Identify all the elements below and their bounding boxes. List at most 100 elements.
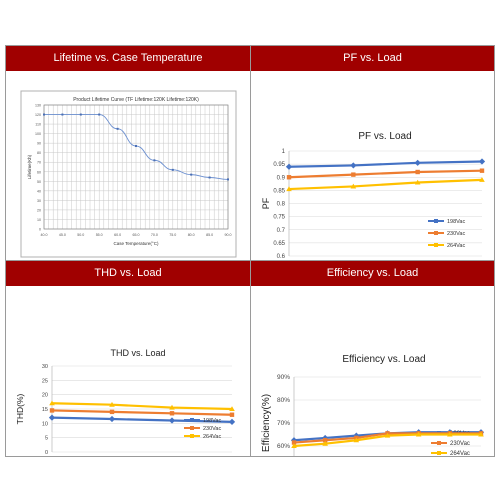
panel-header-pf: PF vs. Load <box>251 46 494 71</box>
y-tick-label: 1 <box>282 149 286 155</box>
data-point <box>350 162 357 169</box>
x-tick-label: 50.0 <box>77 233 84 237</box>
x-tick-label: 75.0 <box>169 233 176 237</box>
y-tick-label: 70% <box>277 420 290 427</box>
data-point <box>479 177 485 182</box>
y-tick-label: 0.6 <box>277 254 286 260</box>
series-line-198Vac <box>51 416 233 423</box>
chart-title: Efficiency vs. Load <box>342 354 425 365</box>
panel-pf: PF vs. Load PF vs. Load 0.6 0.65 0.7 0.75 0.8… <box>251 46 494 260</box>
pf-chart: PF vs. Load 0.6 0.65 0.7 0.75 0.8 0.85 0.9 0.95 1… <box>261 131 486 260</box>
charts-grid: Lifetime vs. Case Temperature Product Li… <box>5 45 495 457</box>
lifetime-chart: Product Lifetime Curve (TF Lifetime:120K… <box>20 90 237 258</box>
data-point <box>415 169 420 175</box>
y-tick-label: 70 <box>37 161 41 165</box>
x-tick-label: 90.0 <box>225 233 232 237</box>
data-point <box>322 440 328 446</box>
data-point <box>415 431 422 437</box>
x-tick-label: 55.0 <box>96 233 103 237</box>
y-tick-label: 5 <box>45 436 48 442</box>
data-point <box>286 175 292 180</box>
y-axis-label: THD(%) <box>15 393 25 424</box>
y-tick-label: 40 <box>37 189 41 193</box>
y-tick-label: 20 <box>37 208 41 212</box>
plot-area-border <box>43 104 229 230</box>
x-tick-label: 70.0 <box>151 233 158 237</box>
thd-chart: THD vs. Load0510152025300.70.80.91Percen… <box>15 348 236 456</box>
y-tick-label: 100 <box>35 132 41 136</box>
grid-divider-horizontal <box>6 260 494 261</box>
y-tick-label: 80% <box>277 397 290 404</box>
x-axis-label: Case Temperature(°C) <box>114 241 159 246</box>
data-point <box>169 411 175 416</box>
data-point <box>291 443 297 448</box>
data-point <box>228 418 236 426</box>
y-tick-label: 25 <box>42 378 48 384</box>
y-tick-label: 30 <box>42 364 48 370</box>
legend-marker <box>434 231 438 235</box>
legend-label: 230Vac <box>203 426 221 432</box>
data-point <box>229 406 235 411</box>
y-tick-label: 0.85 <box>273 188 285 194</box>
y-tick-label: 10 <box>37 218 41 222</box>
series-line-264Vac <box>288 178 483 191</box>
legend-label: 230Vac <box>447 231 465 237</box>
data-point <box>350 183 357 189</box>
lifetime-point <box>153 159 156 162</box>
series-line-198Vac <box>288 160 483 168</box>
data-point <box>291 440 297 445</box>
y-tick-label: 20 <box>42 393 48 399</box>
data-point <box>49 400 55 406</box>
lifetime-point <box>61 113 64 116</box>
legend-marker <box>434 243 438 247</box>
data-point <box>478 431 484 437</box>
legend-marker <box>437 451 441 455</box>
data-point <box>322 438 328 443</box>
y-tick-label: 0.8 <box>277 202 286 208</box>
legend-label: 230Vac <box>450 441 470 447</box>
data-point <box>414 179 421 185</box>
y-tick-label: 60 <box>37 170 41 174</box>
lifetime-point <box>190 173 193 176</box>
y-tick-label: 30 <box>37 199 41 203</box>
data-point <box>479 168 485 173</box>
chart-title: THD vs. Load <box>110 348 165 358</box>
panel-lifetime: Lifetime vs. Case Temperature Product Li… <box>6 46 250 260</box>
series-line-264Vac <box>51 402 233 411</box>
series-line-230Vac <box>51 409 233 416</box>
legend-label: 264Vac <box>450 451 470 456</box>
panel-header-efficiency: Efficiency vs. Load <box>251 261 494 286</box>
lifetime-point <box>208 176 211 179</box>
data-point <box>229 412 235 417</box>
data-point <box>169 404 175 410</box>
lifetime-point <box>227 178 229 181</box>
x-tick-label: 85.0 <box>206 233 213 237</box>
data-point <box>478 158 486 165</box>
data-point <box>414 159 421 166</box>
y-tick-label: 90 <box>37 142 41 146</box>
y-axis-label: PF <box>261 197 271 209</box>
y-tick-label: 0.9 <box>277 175 286 181</box>
y-tick-label: 110 <box>35 123 41 127</box>
legend-label: 198Vac <box>447 219 465 225</box>
lifetime-point <box>135 145 137 148</box>
y-tick-label: 0 <box>45 450 48 456</box>
data-point <box>108 415 116 423</box>
y-tick-label: 90% <box>277 374 290 381</box>
panel-header-lifetime: Lifetime vs. Case Temperature <box>6 46 250 71</box>
lifetime-point <box>171 168 174 171</box>
y-axis-label: Efficiency(%) <box>261 394 272 452</box>
y-tick-label: 50 <box>37 180 41 184</box>
y-axis-label: Lifetime(Kh) <box>27 154 32 179</box>
grid-divider-vertical <box>250 46 251 456</box>
y-tick-label: 60% <box>277 443 290 450</box>
lifetime-point <box>43 113 45 116</box>
lifetime-point <box>116 127 119 130</box>
lifetime-point <box>79 113 82 116</box>
y-tick-label: 0.95 <box>273 162 285 168</box>
chart-title: Product Lifetime Curve (TF Lifetime:120K… <box>73 97 199 103</box>
data-point <box>285 163 293 170</box>
data-point <box>353 437 360 443</box>
y-tick-label: 10 <box>42 421 48 427</box>
y-tick-label: 0.65 <box>273 241 285 247</box>
